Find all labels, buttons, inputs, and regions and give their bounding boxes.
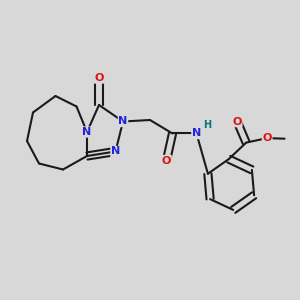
- Text: N: N: [192, 128, 201, 139]
- Text: O: O: [94, 73, 104, 83]
- Text: H: H: [203, 120, 212, 130]
- Text: O: O: [232, 117, 242, 127]
- Text: N: N: [111, 146, 120, 157]
- Text: O: O: [262, 133, 272, 143]
- Text: N: N: [82, 127, 91, 137]
- Text: O: O: [162, 155, 171, 166]
- Text: N: N: [118, 116, 127, 127]
